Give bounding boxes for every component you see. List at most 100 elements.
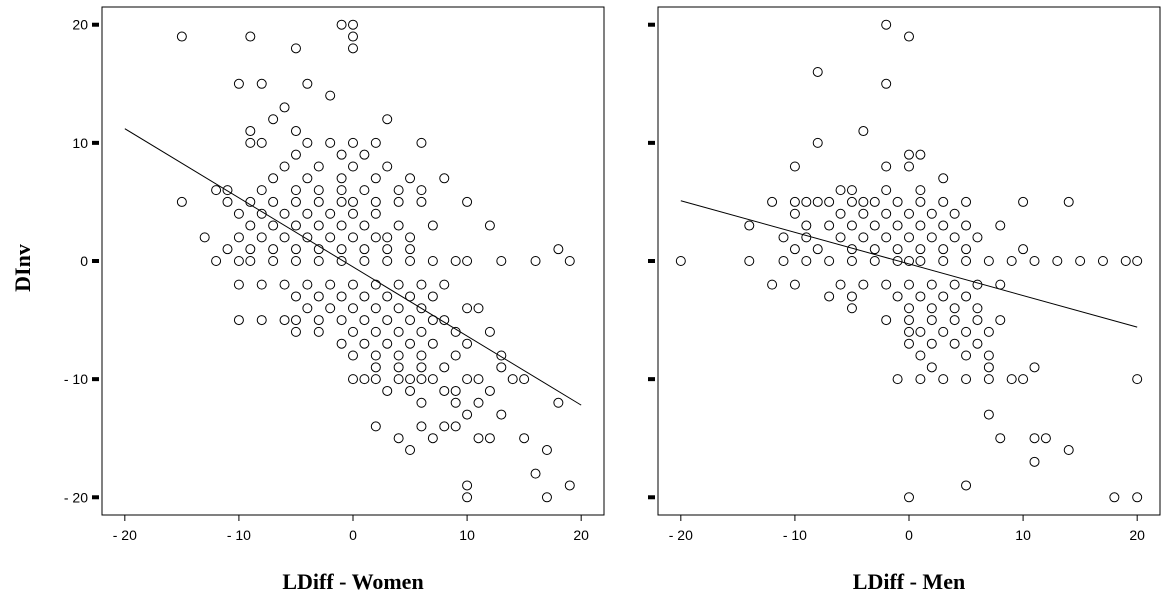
data-point <box>789 161 800 172</box>
data-point <box>427 220 438 231</box>
data-point <box>302 173 313 184</box>
data-point <box>405 291 416 302</box>
data-point <box>869 244 880 255</box>
data-point <box>348 137 358 148</box>
data-point <box>359 291 370 302</box>
data-point <box>462 492 473 503</box>
data-point <box>938 256 949 266</box>
data-point <box>846 185 857 196</box>
data-point <box>313 185 324 196</box>
data-point <box>302 78 313 89</box>
data-point <box>233 279 244 290</box>
data-point <box>983 256 994 266</box>
x-tick-label: - 20 <box>113 527 137 543</box>
data-point <box>348 208 358 219</box>
data-point <box>846 291 857 302</box>
data-point <box>416 279 427 290</box>
data-point <box>462 196 473 207</box>
data-point <box>904 208 914 219</box>
data-point <box>744 256 755 266</box>
data-point <box>405 338 416 349</box>
data-point <box>869 196 880 207</box>
data-point <box>892 244 903 255</box>
data-point <box>370 303 381 314</box>
data-point <box>1063 196 1074 207</box>
data-point <box>336 196 347 207</box>
data-point <box>211 256 222 266</box>
data-point <box>268 196 279 207</box>
data-point <box>393 196 404 207</box>
data-point <box>325 279 336 290</box>
data-point <box>302 303 313 314</box>
data-point <box>473 433 484 444</box>
data-point <box>564 480 575 491</box>
data-point <box>313 161 324 172</box>
data-point <box>983 326 994 337</box>
data-point <box>530 468 541 479</box>
data-point <box>348 232 358 243</box>
data-point <box>541 445 552 456</box>
data-point <box>983 350 994 361</box>
data-point <box>279 161 290 172</box>
data-point <box>904 149 914 160</box>
data-point <box>313 315 324 326</box>
data-point <box>462 338 473 349</box>
data-point <box>507 374 518 385</box>
data-point <box>892 256 903 266</box>
data-point <box>1029 256 1040 266</box>
data-point <box>904 326 914 337</box>
data-point <box>427 291 438 302</box>
data-point <box>915 196 926 207</box>
data-point <box>915 291 926 302</box>
data-point <box>302 137 313 148</box>
x-tick-label: 0 <box>905 527 913 543</box>
data-point <box>462 374 473 385</box>
data-point <box>801 256 812 266</box>
data-point <box>835 232 846 243</box>
data-point <box>892 291 903 302</box>
data-point <box>393 326 404 337</box>
data-point <box>405 385 416 396</box>
data-point <box>382 161 393 172</box>
data-point <box>439 279 450 290</box>
data-point <box>302 279 313 290</box>
data-point <box>1052 256 1063 266</box>
data-point <box>1006 256 1017 266</box>
data-point <box>416 397 427 408</box>
data-point <box>405 173 416 184</box>
data-point <box>439 173 450 184</box>
data-point <box>233 256 244 266</box>
data-point <box>393 220 404 231</box>
data-point <box>972 338 983 349</box>
data-point <box>484 433 495 444</box>
data-point <box>789 208 800 219</box>
data-point <box>1075 256 1086 266</box>
data-point <box>564 256 575 266</box>
data-point <box>245 196 256 207</box>
data-point <box>302 208 313 219</box>
data-point <box>462 303 473 314</box>
data-point <box>744 220 755 231</box>
data-point <box>450 350 461 361</box>
data-point <box>961 350 972 361</box>
data-point <box>382 244 393 255</box>
data-point <box>359 256 370 266</box>
data-point <box>313 196 324 207</box>
plot-panel-men: - 20 - 10 0 10 20 LDiff - Men <box>648 6 1161 594</box>
data-point <box>801 220 812 231</box>
x-tick-label: - 10 <box>783 527 807 543</box>
data-point <box>382 291 393 302</box>
data-point <box>915 220 926 231</box>
data-point <box>245 137 256 148</box>
data-point <box>812 66 823 77</box>
data-point <box>359 374 370 385</box>
data-point <box>915 350 926 361</box>
data-point <box>336 173 347 184</box>
x-tick-label: 10 <box>459 527 475 543</box>
x-axis-title: LDiff - Men <box>853 569 965 594</box>
data-point <box>336 19 347 30</box>
data-point <box>938 220 949 231</box>
data-point <box>835 279 846 290</box>
data-point <box>313 256 324 266</box>
data-point <box>961 244 972 255</box>
